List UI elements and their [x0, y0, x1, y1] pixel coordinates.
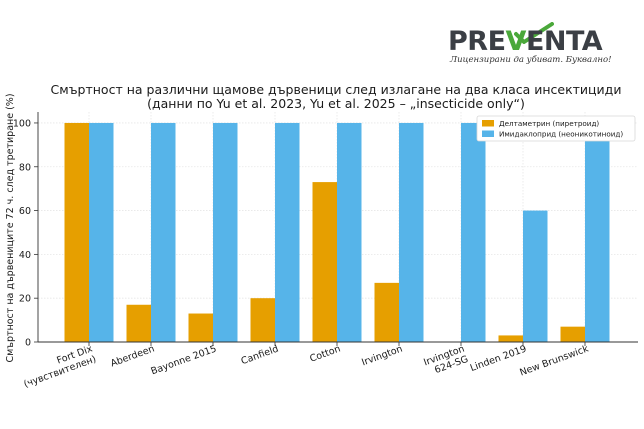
x-tick-label: Bayonne 2015: [150, 343, 218, 377]
x-tick-label: Aberdeen: [109, 343, 156, 369]
y-axis-label: Смъртност на дървениците 72 ч. след трет…: [5, 93, 16, 362]
legend-label: Делтаметрин (пиретроид): [499, 119, 599, 128]
bar-deltamethrin: [250, 298, 275, 342]
bar-imidacloprid: [151, 122, 176, 342]
bar-imidacloprid: [213, 122, 238, 342]
logo-wordmark: PREVENTA: [448, 26, 603, 57]
bar-deltamethrin: [312, 182, 337, 342]
y-tick-label: 100: [13, 118, 31, 129]
bar-imidacloprid: [275, 122, 300, 342]
y-tick-label: 20: [19, 294, 31, 305]
logo-text-post: ENTA: [525, 26, 603, 57]
bar-deltamethrin: [374, 282, 399, 342]
y-tick-label: 0: [25, 338, 31, 349]
bar-imidacloprid: [461, 122, 486, 342]
bar-imidacloprid: [523, 210, 548, 342]
legend-box: [476, 115, 636, 142]
bar-imidacloprid: [399, 122, 424, 342]
y-tick-label: 40: [19, 250, 31, 261]
legend-label: Имидаклоприд (неоникотиноид): [499, 130, 623, 139]
x-tick-label: Canfield: [240, 343, 280, 367]
chart-title: Смъртност на различни щамове дървеници с…: [51, 82, 622, 97]
bars: [64, 122, 610, 342]
x-tick-label: Irvington: [360, 343, 404, 368]
bar-imidacloprid: [585, 122, 610, 342]
bar-imidacloprid: [337, 122, 362, 342]
logo-text-v: V: [505, 26, 527, 57]
bar-deltamethrin: [188, 313, 213, 342]
chart-subtitle: (данни по Yu et al. 2023, Yu et al. 2025…: [147, 96, 525, 111]
y-tick-label: 80: [19, 162, 31, 173]
x-tick-label: Irvington624-SG: [422, 343, 470, 378]
x-tick-label: New Brunswick: [518, 343, 590, 378]
bar-imidacloprid: [89, 122, 114, 342]
x-tick-label: Cotton: [308, 343, 342, 364]
bar-deltamethrin: [64, 122, 89, 342]
preventa-logo: PREVENTA Лицензирани да убиват. Буквално…: [448, 22, 612, 72]
bar-deltamethrin: [498, 335, 523, 342]
bar-deltamethrin: [126, 304, 151, 342]
x-tick-label: Fort Dix(чувствителен): [19, 343, 99, 390]
legend-swatch: [482, 120, 494, 127]
logo-tagline: Лицензирани да убиват. Буквално!: [450, 55, 612, 65]
logo-text-pre: PRE: [448, 26, 506, 57]
bar-deltamethrin: [560, 326, 585, 342]
checkmark-icon: [514, 22, 554, 44]
legend-swatch: [482, 130, 494, 137]
y-tick-label: 60: [19, 206, 31, 217]
legend: Делтаметрин (пиретроид) Имидаклоприд (нео…: [476, 115, 636, 142]
